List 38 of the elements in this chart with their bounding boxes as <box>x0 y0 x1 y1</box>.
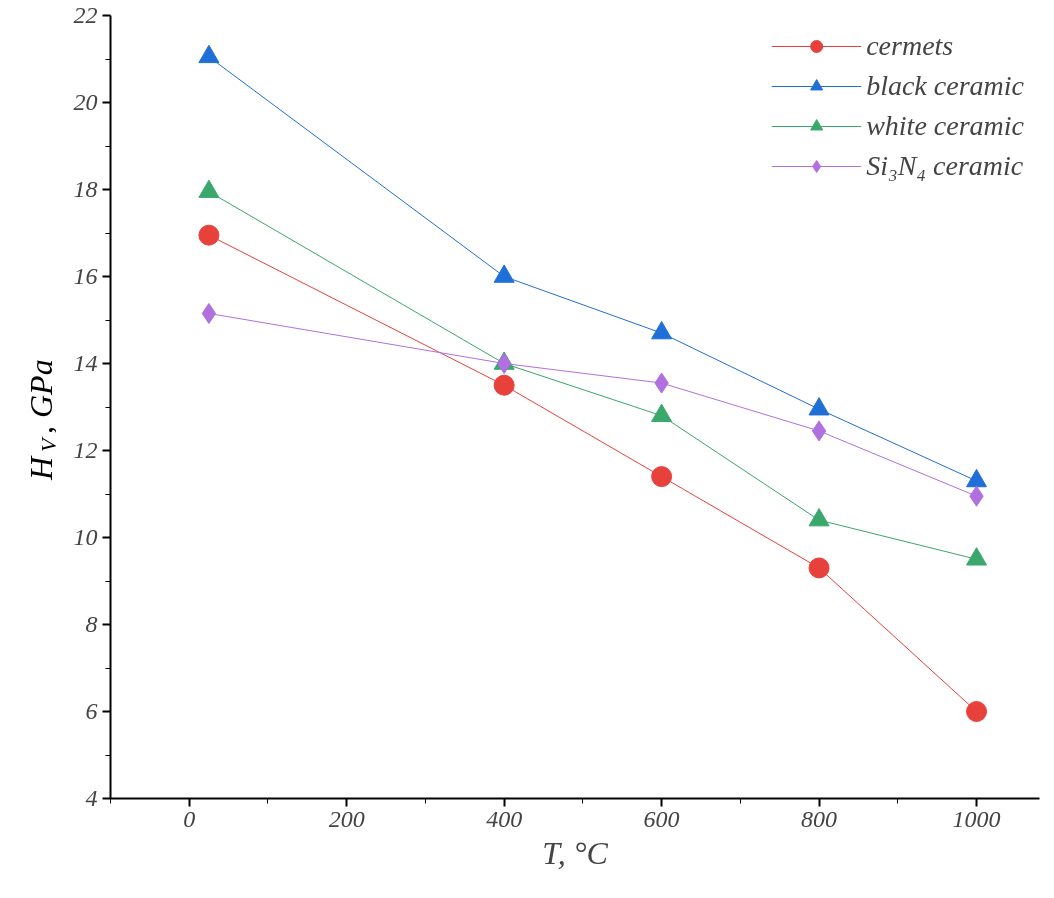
y-tick-label: 14 <box>73 350 98 376</box>
y-tick-label: 8 <box>85 611 98 637</box>
legend-label: white ceramic <box>866 110 1024 142</box>
x-axis-title: T, °C <box>542 834 609 871</box>
x-tick-label: 800 <box>801 805 838 832</box>
point <box>808 397 830 416</box>
point <box>201 302 217 324</box>
point <box>198 44 220 64</box>
legend-label: Si₃N₄ ceramic <box>866 150 1024 182</box>
point <box>651 466 673 488</box>
y-tick-label: 6 <box>85 698 98 724</box>
point <box>811 420 827 442</box>
point <box>651 321 673 340</box>
x-tick-label: 1000 <box>952 805 1001 832</box>
x-tick-label: 600 <box>643 805 680 832</box>
y-tick-label: 20 <box>73 89 98 115</box>
y-tick-label: 12 <box>73 437 98 463</box>
point <box>493 264 515 283</box>
point <box>496 353 512 374</box>
point <box>966 468 988 488</box>
legend-label: black ceramic <box>866 70 1024 102</box>
y-tick-label: 10 <box>73 524 98 550</box>
y-tick-label: 4 <box>85 785 98 811</box>
y-tick-label: 16 <box>73 263 98 289</box>
point <box>493 374 515 396</box>
x-tick-label: 200 <box>328 805 365 832</box>
point <box>198 179 220 198</box>
legend-label: cermets <box>866 30 954 62</box>
point <box>808 557 830 579</box>
point <box>966 701 988 722</box>
x-tick-label: 400 <box>486 805 523 832</box>
x-tick-label: 0 <box>183 805 196 832</box>
y-axis-title: HV, GPa <box>22 359 61 481</box>
y-tick-label: 18 <box>73 176 98 202</box>
y-tick-label: 22 <box>73 2 98 28</box>
point <box>808 508 830 527</box>
point <box>651 403 673 422</box>
point <box>198 224 220 246</box>
